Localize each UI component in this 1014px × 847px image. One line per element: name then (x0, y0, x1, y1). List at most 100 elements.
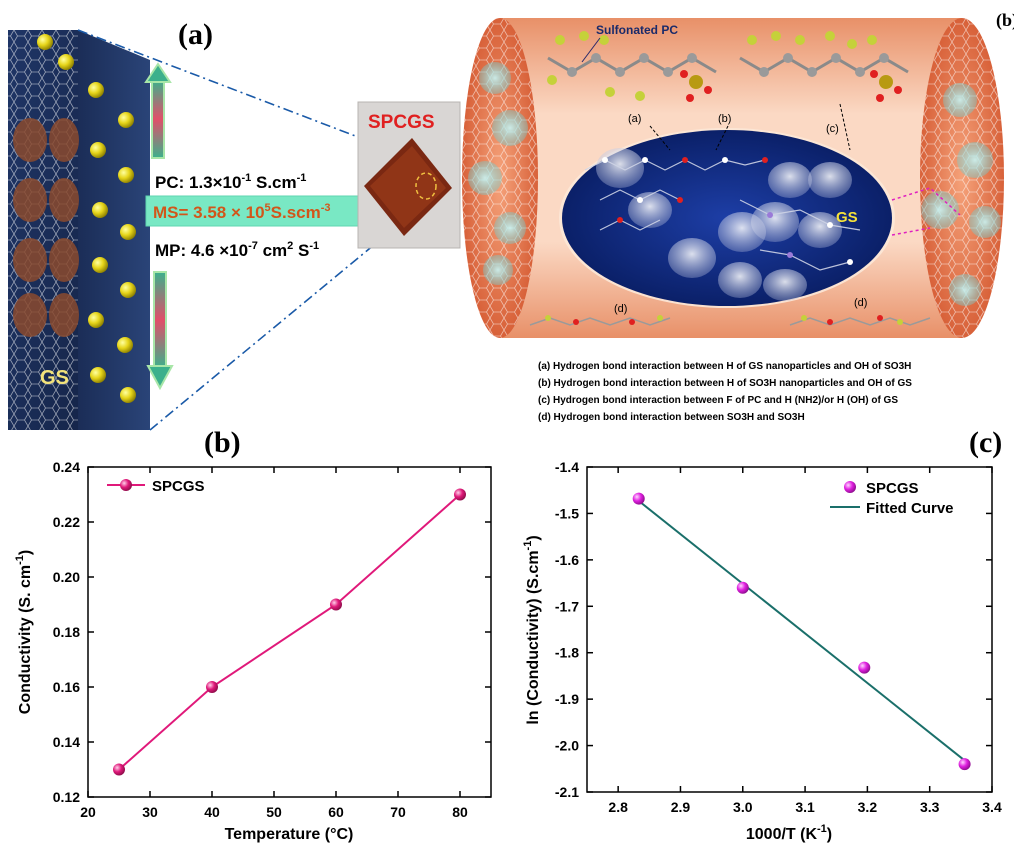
chart-b-xtick-label: 40 (204, 804, 220, 820)
panel-a-letter: (a) (178, 18, 213, 51)
tag-d-right: (d) (854, 297, 867, 309)
chart-c-ytick-label: -2.1 (555, 784, 579, 800)
note-d: (d) Hydrogen bond interaction between SO… (538, 412, 805, 423)
chart-b-point (454, 488, 466, 501)
pink-connector (891, 187, 961, 216)
chart-b-xtick-label: 70 (390, 804, 406, 820)
legend-c-marker (844, 481, 856, 493)
chart-b-xtick-label: 20 (80, 804, 96, 820)
chart-c-ytick-label: -1.7 (555, 598, 579, 614)
chart-c-ytick-label: -1.8 (555, 645, 579, 661)
chart-c-ylabel: ln (Conductivity) (S.cm-1) (522, 535, 542, 724)
chart-b-ytick-label: 0.20 (53, 569, 80, 585)
pointer-a (649, 125, 671, 151)
pink-connector-2 (891, 227, 931, 236)
chart-b: (b) 20 30 40 50 60 70 80 0.12 0.14 0.16 0.18 0.20 0.… (14, 426, 492, 843)
chart-c-point (858, 661, 871, 674)
spcgs-film-photo: SPCGS (357, 101, 461, 249)
chart-c-point (632, 492, 645, 505)
chart-c-ytick-label: -1.9 (555, 691, 579, 707)
panel-b-schematic: GS Sulfonated (462, 10, 1014, 423)
down-arrow (146, 271, 174, 391)
chart-c-xtick-label: 3.1 (795, 799, 815, 815)
chart-c-xtick-label: 3.0 (733, 799, 753, 815)
chart-c-point (958, 758, 971, 771)
chart-c-ytick-label: -1.5 (555, 505, 579, 521)
chart-c-xtick-label: 3.3 (920, 799, 940, 815)
legend-c-label-data: SPCGS (866, 480, 919, 497)
pointer-b (715, 125, 729, 151)
film-label: SPCGS (368, 112, 435, 133)
label-pointer (581, 37, 601, 63)
teal-bubbles (468, 62, 1001, 306)
chart-b-xtick-label: 80 (452, 804, 468, 820)
tag-c: (c) (826, 123, 839, 135)
chart-b-ytick-label: 0.18 (53, 624, 80, 640)
bottom-chain (529, 317, 931, 326)
chart-b-xtick-label: 50 (266, 804, 282, 820)
chart-c-xtick-label: 2.8 (608, 799, 628, 815)
chart-b-ytick-label: 0.14 (53, 734, 80, 750)
chart-c-letter: (c) (969, 426, 1002, 459)
chart-c-ytick-label: -1.6 (555, 552, 579, 568)
chart-c-ytick-label: -1.4 (555, 459, 579, 475)
gs-block-label: GS (40, 367, 69, 389)
so3h-groups (680, 70, 902, 102)
chart-b-ylabel: Conductivity (S. cm-1) (14, 550, 34, 714)
chart-b-axes: 20 30 40 50 60 70 80 0.12 0.14 0.16 0.18 0.20 0.22 0.… (53, 459, 491, 820)
chart-c-plot (632, 492, 971, 771)
chart-b-legend: SPCGS (107, 478, 205, 495)
tag-b: (b) (718, 113, 731, 125)
brown-discs (13, 118, 79, 337)
bottom-atoms (545, 315, 903, 325)
pc-line: PC: 1.3×10-1 S.cm-1 (155, 172, 306, 192)
legend-c-label-fit: Fitted Curve (866, 500, 954, 517)
graphene-lattice (8, 30, 78, 430)
chart-b-ytick-label: 0.16 (53, 679, 80, 695)
chart-b-frame (87, 466, 492, 798)
ms-line: MS= 3.58 × 105S.scm-3 (153, 202, 331, 222)
sulfonated-pc-chain (547, 31, 909, 102)
chart-b-plot (113, 488, 466, 776)
chart-c-ytick-label: -2.0 (555, 738, 579, 754)
chart-c-fit-line (638, 500, 966, 762)
legend-b-label: SPCGS (152, 478, 205, 495)
mp-line: MP: 4.6 ×10-7 cm2 S-1 (155, 240, 319, 260)
sulfonated-pc-label: Sulfonated PC (596, 23, 678, 37)
chart-b-xtick-label: 30 (142, 804, 158, 820)
chart-b-point (113, 763, 125, 776)
zoom-line-bottom (149, 229, 393, 431)
block-side (78, 30, 150, 430)
tag-a: (a) (628, 113, 641, 125)
chart-c-xlabel: 1000/T (K-1) (746, 823, 832, 843)
interaction-notes: (a) Hydrogen bond interaction between H … (538, 361, 912, 423)
legend-b-marker (120, 479, 132, 491)
chart-b-series-line (118, 493, 461, 771)
note-a: (a) Hydrogen bond interaction between H … (538, 361, 911, 372)
gs-block: GS (8, 30, 150, 430)
up-arrow (144, 62, 172, 159)
ms-box-fill (145, 195, 393, 227)
zoom-line-top (77, 29, 393, 151)
note-c: (c) Hydrogen bond interaction between F … (538, 395, 898, 406)
chart-b-xlabel: Temperature (°C) (225, 826, 354, 843)
tag-d-left: (d) (614, 303, 627, 315)
note-b: (b) Hydrogen bond interaction between H … (538, 378, 912, 389)
chart-b-point (330, 598, 342, 611)
chart-b-letter: (b) (204, 426, 241, 459)
chart-c-frame (586, 466, 993, 793)
pointer-c (839, 103, 851, 151)
chart-c-xtick-label: 3.2 (858, 799, 878, 815)
chart-c-legend: SPCGS Fitted Curve (830, 480, 954, 517)
chart-b-xtick-label: 60 (328, 804, 344, 820)
chart-c-axes: 2.8 2.9 3.0 3.1 3.2 3.3 3.4 -2.1 -2.0 -1.9 -1.8 -1.… (555, 459, 1002, 815)
chart-c-xtick-label: 2.9 (671, 799, 691, 815)
chart-b-ytick-label: 0.22 (53, 514, 80, 530)
chart-b-point (206, 681, 218, 693)
chart-c: (c) 2.8 2.9 3.0 3.1 3.2 3.3 3.4 -2.1 -2.0 -1.9 -1.… (522, 426, 1002, 843)
chart-b-ytick-label: 0.12 (53, 789, 80, 805)
chart-c-xtick-label: 3.4 (982, 799, 1002, 815)
panel-b-top-letter: (b) (996, 10, 1014, 31)
right-cap-lattice (920, 18, 1004, 338)
